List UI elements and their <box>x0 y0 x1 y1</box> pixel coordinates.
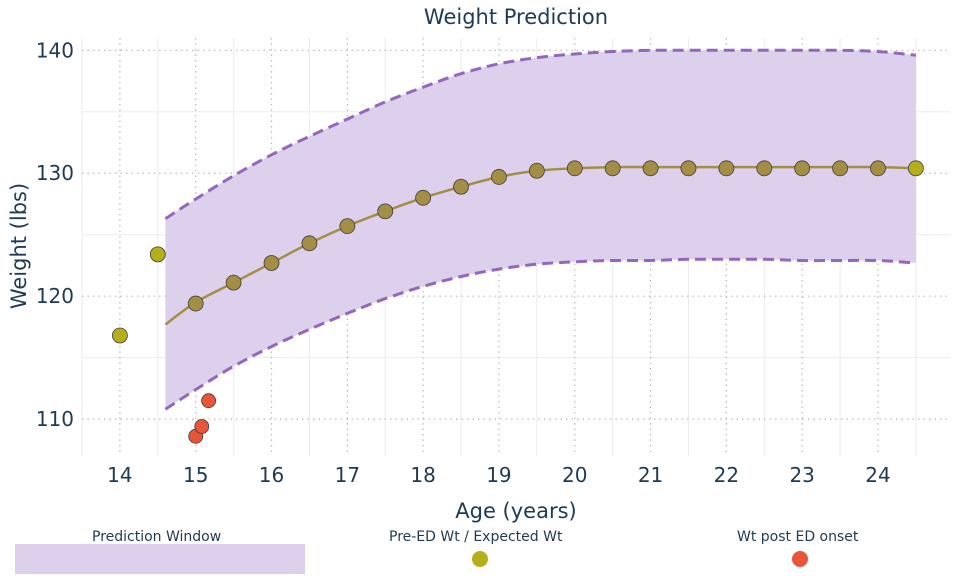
pre-ed-weight-point <box>149 246 166 263</box>
x-tick-label: 18 <box>410 463 435 487</box>
tick-labels-layer: 14 15 16 17 18 19 20 21 22 23 24 110 120 130 140 <box>36 38 891 487</box>
chart-title: Weight Prediction <box>424 5 608 29</box>
expected-weight-point <box>794 160 811 177</box>
y-tick-label: 110 <box>36 407 74 431</box>
pre-ed-weight-point <box>112 327 128 344</box>
x-tick-label: 14 <box>107 463 132 487</box>
prediction-window-layer <box>164 48 917 411</box>
expected-weight-point <box>415 189 432 206</box>
x-tick-label: 24 <box>865 463 890 487</box>
prediction-window-upper-bound <box>164 48 917 220</box>
x-tick-label: 23 <box>789 463 814 487</box>
x-tick-label: 17 <box>335 463 360 487</box>
x-tick-label: 21 <box>638 463 663 487</box>
y-axis-label: Weight (lbs) <box>7 183 31 309</box>
expected-weight-point <box>642 160 659 177</box>
expected-weight-point <box>491 169 507 185</box>
x-tick-label: 20 <box>562 463 587 487</box>
x-tick-label: 19 <box>486 463 511 487</box>
legend-label-post-ed: Wt post ED onset <box>737 529 859 545</box>
y-tick-label: 140 <box>36 38 74 62</box>
expected-weight-point <box>263 255 280 271</box>
post-ed-weight-point <box>201 393 216 409</box>
expected-weight-point <box>566 160 583 177</box>
expected-weight-point <box>339 218 356 235</box>
legend-swatch-prediction-window <box>15 544 305 574</box>
expected-weight-point <box>187 295 204 312</box>
legend-label-pre-ed-expected: Pre-ED Wt / Expected Wt <box>389 529 563 545</box>
y-tick-label: 130 <box>36 161 74 185</box>
x-tick-label: 16 <box>259 463 284 487</box>
post-ed-weight-point <box>194 419 210 434</box>
x-axis-label: Age (years) <box>455 499 576 523</box>
expected-weight-point <box>832 160 848 177</box>
x-tick-label: 15 <box>183 463 208 487</box>
expected-weight-point <box>718 160 735 177</box>
expected-weight-point <box>528 162 545 179</box>
points-layer <box>112 160 924 444</box>
expected-weight-point <box>604 160 621 177</box>
y-tick-label: 120 <box>36 284 74 308</box>
legend-swatch-pre-ed-expected <box>472 551 488 567</box>
expected-weight-point <box>453 178 469 195</box>
x-tick-label: 22 <box>714 463 739 487</box>
legend-swatch-post-ed <box>792 551 808 567</box>
pre-ed-weight-point <box>907 160 924 177</box>
prediction-window-band <box>165 50 916 410</box>
expected-weight-point <box>756 160 773 177</box>
expected-weight-point <box>680 160 697 177</box>
expected-weight-point <box>377 203 394 220</box>
expected-weight-point <box>301 235 318 252</box>
expected-weight-point <box>225 274 242 291</box>
expected-weight-point <box>870 160 886 177</box>
legend-label-prediction-window: Prediction Window <box>92 529 222 545</box>
